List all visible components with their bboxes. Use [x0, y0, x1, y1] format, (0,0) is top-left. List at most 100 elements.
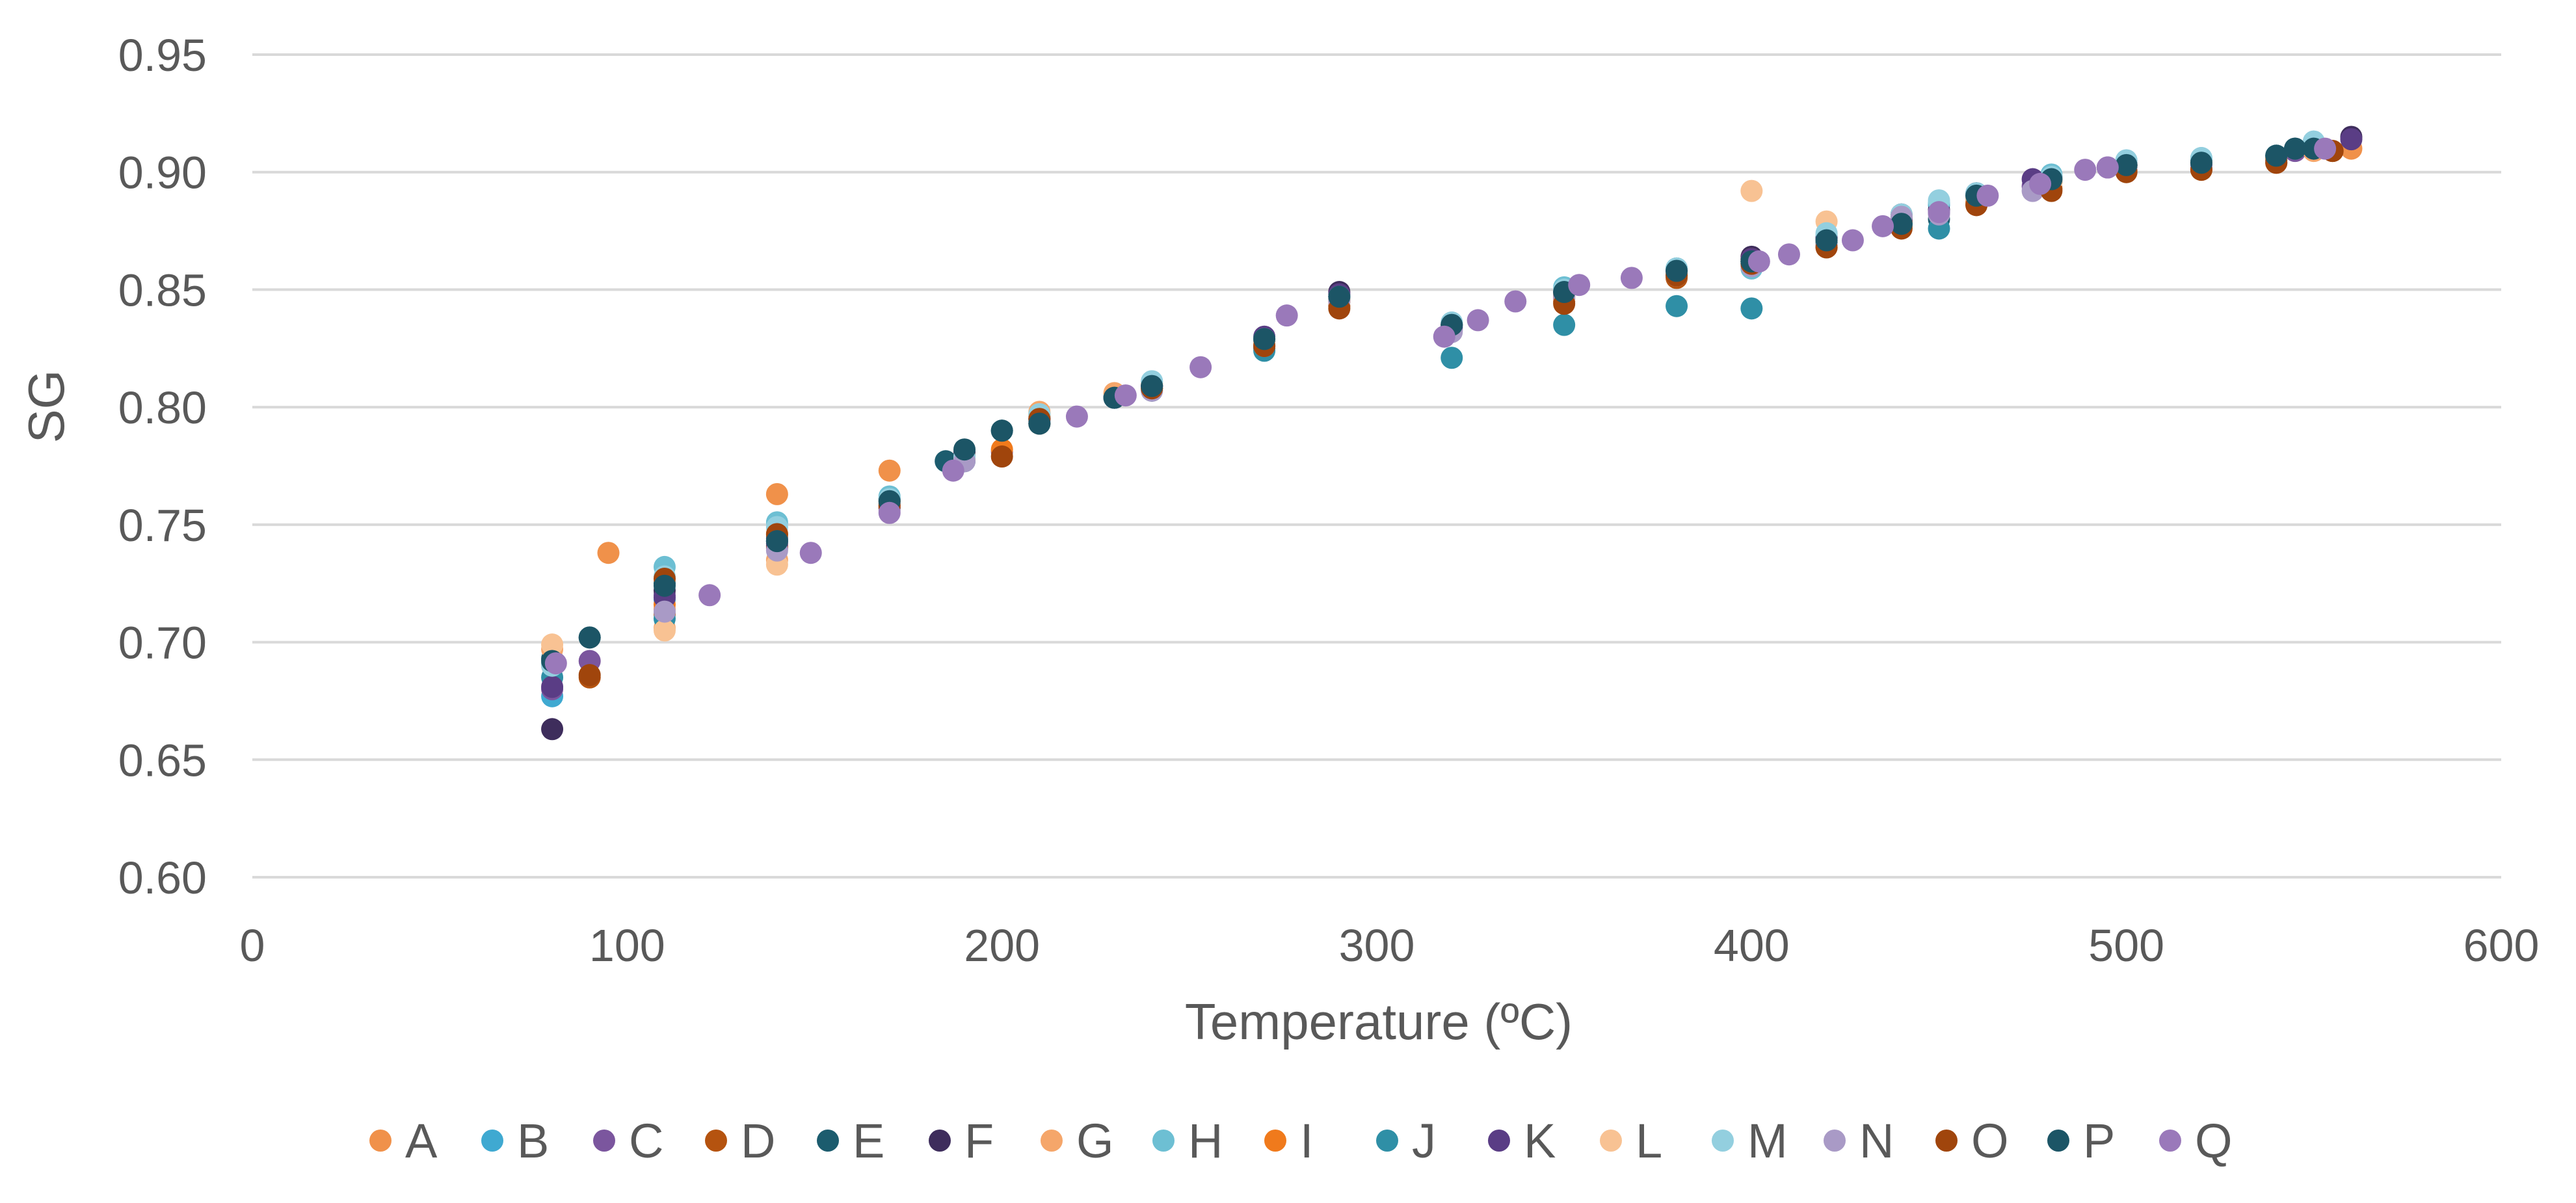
legend-item-Q: Q: [2159, 1114, 2233, 1168]
data-point: [1467, 309, 1489, 332]
x-tick-label: 0: [240, 920, 265, 971]
x-axis-ticks: 0 100 200 300 400 500 600: [240, 920, 2540, 971]
legend-label: Q: [2195, 1114, 2233, 1168]
data-point: [1065, 405, 1088, 428]
series-F: [541, 126, 2363, 741]
series-D: [578, 140, 2344, 689]
data-point: [1777, 243, 1800, 266]
series-Q: [544, 137, 2337, 675]
legend-marker: [2047, 1130, 2069, 1152]
legend-item-O: O: [1935, 1114, 2009, 1168]
legend-item-E: E: [817, 1114, 884, 1168]
gridlines: [252, 53, 2501, 879]
y-axis-title: SG: [18, 370, 75, 443]
legend-item-P: P: [2047, 1114, 2115, 1168]
legend-marker: [1152, 1130, 1175, 1152]
legend-label: I: [1300, 1114, 1314, 1168]
data-point: [541, 718, 564, 741]
data-point: [578, 626, 601, 649]
data-point: [1666, 295, 1688, 317]
data-point: [1114, 384, 1137, 407]
series-C: [541, 140, 2307, 700]
legend-label: H: [1188, 1114, 1223, 1168]
data-point: [2314, 137, 2337, 160]
y-tick-label: 0.95: [118, 30, 207, 81]
y-tick-label: 0.75: [118, 500, 207, 551]
legend-item-J: J: [1376, 1114, 1436, 1168]
data-point: [2265, 144, 2288, 167]
data-point: [799, 542, 822, 564]
data-point: [2115, 153, 2138, 176]
data-point: [2096, 156, 2119, 179]
x-axis-title: Temperature (ºC): [1185, 993, 1573, 1050]
legend-marker: [1600, 1130, 1622, 1152]
x-tick-label: 600: [2463, 920, 2540, 971]
legend-label: G: [1076, 1114, 1114, 1168]
legend-marker: [2159, 1130, 2181, 1152]
data-point: [1189, 356, 1212, 378]
data-point: [1841, 229, 1864, 252]
data-point: [653, 574, 676, 597]
data-point: [990, 419, 1013, 442]
data-point: [1620, 267, 1643, 289]
x-tick-label: 200: [964, 920, 1040, 971]
legend-label: E: [853, 1114, 884, 1168]
data-point: [544, 652, 567, 675]
data-point: [1275, 304, 1298, 327]
series-L: [541, 137, 2325, 656]
data-point: [2340, 128, 2363, 151]
legend-marker: [1264, 1130, 1286, 1152]
legend-label: B: [517, 1114, 549, 1168]
legend-label: A: [405, 1114, 438, 1168]
legend-item-F: F: [929, 1114, 994, 1168]
legend-label: O: [1971, 1114, 2009, 1168]
legend-item-A: A: [369, 1114, 438, 1168]
data-point: [1141, 375, 1163, 397]
data-point: [765, 530, 788, 553]
legend-label: D: [741, 1114, 775, 1168]
data-point: [1568, 274, 1591, 297]
data-point: [2284, 137, 2307, 160]
data-point: [2074, 159, 2097, 181]
data-point: [1433, 325, 1455, 348]
data-point: [1666, 259, 1688, 282]
data-point: [1890, 213, 1913, 235]
data-point: [942, 459, 964, 482]
legend-label: J: [1412, 1114, 1436, 1168]
legend-item-C: C: [593, 1114, 663, 1168]
series-J: [541, 144, 2288, 689]
legend-marker: [481, 1130, 503, 1152]
legend-label: P: [2083, 1114, 2115, 1168]
data-point: [653, 600, 676, 623]
y-tick-label: 0.65: [118, 735, 207, 786]
y-tick-label: 0.70: [118, 618, 207, 668]
data-point: [1976, 184, 1999, 207]
data-point: [541, 676, 564, 698]
data-point: [1815, 229, 1838, 252]
data-point: [1504, 290, 1527, 313]
legend-item-I: I: [1264, 1114, 1314, 1168]
data-point: [765, 483, 788, 505]
data-point: [1253, 328, 1276, 350]
series-H: [541, 130, 2325, 675]
data-point: [698, 584, 721, 607]
series-E: [541, 137, 2307, 670]
series-P: [541, 137, 2325, 672]
y-tick-label: 0.90: [118, 148, 207, 198]
legend-marker: [929, 1130, 951, 1152]
legend-item-L: L: [1600, 1114, 1662, 1168]
data-point: [990, 445, 1013, 468]
x-tick-label: 100: [589, 920, 665, 971]
data-point: [541, 633, 564, 656]
data-point: [1747, 250, 1770, 273]
legend: A B C D E F G H I J K L M N O P Q: [369, 1114, 2233, 1168]
legend-label: N: [1859, 1114, 1894, 1168]
series-G: [541, 140, 2325, 661]
legend-marker: [1488, 1130, 1510, 1152]
legend-marker: [1712, 1130, 1734, 1152]
series-I: [653, 147, 2288, 616]
series-B: [541, 135, 2325, 707]
data-point: [953, 438, 976, 461]
data-point: [2190, 152, 2212, 174]
